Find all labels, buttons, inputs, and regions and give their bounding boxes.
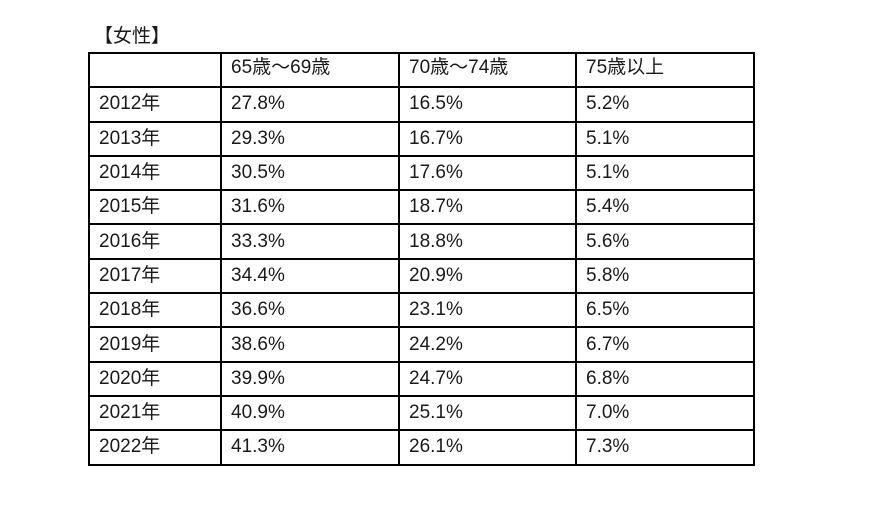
value-cell-75-plus: 6.8% xyxy=(575,360,755,397)
value-cell-75-plus: 5.4% xyxy=(575,189,755,226)
year-cell: 2019年 xyxy=(88,326,222,363)
value-cell-75-plus: 5.2% xyxy=(575,86,755,123)
value-cell-65-69: 30.5% xyxy=(220,154,400,192)
year-cell: 2015年 xyxy=(88,189,222,226)
table-row: 2019年 38.6% 24.2% 6.7% xyxy=(88,326,755,363)
value-cell-65-69: 29.3% xyxy=(220,120,400,157)
table-row: 2012年 27.8% 16.5% 5.2% xyxy=(88,86,755,123)
data-table: 65歳～69歳 70歳～74歳 75歳以上 2012年 27.8% 16.5% 5.2… xyxy=(88,51,755,466)
year-cell: 2020年 xyxy=(88,360,222,397)
year-cell: 2022年 xyxy=(88,429,222,466)
value-cell-75-plus: 6.5% xyxy=(575,292,755,329)
value-cell-70-74: 17.6% xyxy=(398,154,577,192)
table-row: 2020年 39.9% 24.7% 6.8% xyxy=(88,360,755,397)
year-cell: 2014年 xyxy=(88,154,222,192)
value-cell-75-plus: 5.1% xyxy=(575,120,755,157)
year-cell: 2016年 xyxy=(88,223,222,260)
table-row: 2017年 34.4% 20.9% 5.8% xyxy=(88,257,755,295)
table-row: 2016年 33.3% 18.8% 5.6% xyxy=(88,223,755,260)
value-cell-65-69: 34.4% xyxy=(220,257,400,295)
value-cell-75-plus: 5.1% xyxy=(575,154,755,192)
value-cell-70-74: 18.8% xyxy=(398,223,577,260)
value-cell-70-74: 16.5% xyxy=(398,86,577,123)
table-row: 2013年 29.3% 16.7% 5.1% xyxy=(88,120,755,157)
year-cell: 2017年 xyxy=(88,257,222,295)
value-cell-65-69: 27.8% xyxy=(220,86,400,123)
value-cell-70-74: 18.7% xyxy=(398,189,577,226)
value-cell-65-69: 36.6% xyxy=(220,292,400,329)
table-row: 2022年 41.3% 26.1% 7.3% xyxy=(88,429,755,466)
table-row: 2018年 36.6% 23.1% 6.5% xyxy=(88,292,755,329)
value-cell-65-69: 31.6% xyxy=(220,189,400,226)
value-cell-65-69: 39.9% xyxy=(220,360,400,397)
value-cell-65-69: 33.3% xyxy=(220,223,400,260)
header-cell-70-74: 70歳～74歳 xyxy=(398,51,577,89)
value-cell-65-69: 38.6% xyxy=(220,326,400,363)
value-cell-70-74: 26.1% xyxy=(398,429,577,466)
year-cell: 2012年 xyxy=(88,86,222,123)
header-cell-65-69: 65歳～69歳 xyxy=(220,51,400,89)
table-row: 2021年 40.9% 25.1% 7.0% xyxy=(88,394,755,432)
table-row: 2014年 30.5% 17.6% 5.1% xyxy=(88,154,755,192)
value-cell-75-plus: 7.3% xyxy=(575,429,755,466)
value-cell-70-74: 23.1% xyxy=(398,292,577,329)
value-cell-65-69: 41.3% xyxy=(220,429,400,466)
year-cell: 2018年 xyxy=(88,292,222,329)
header-cell-empty xyxy=(88,51,222,89)
value-cell-70-74: 24.7% xyxy=(398,360,577,397)
value-cell-75-plus: 7.0% xyxy=(575,394,755,432)
value-cell-70-74: 20.9% xyxy=(398,257,577,295)
table-header-row: 65歳～69歳 70歳～74歳 75歳以上 xyxy=(88,51,755,89)
value-cell-65-69: 40.9% xyxy=(220,394,400,432)
value-cell-75-plus: 5.8% xyxy=(575,257,755,295)
table-caption: 【女性】 xyxy=(94,26,171,47)
year-cell: 2013年 xyxy=(88,120,222,157)
year-cell: 2021年 xyxy=(88,394,222,432)
value-cell-70-74: 25.1% xyxy=(398,394,577,432)
value-cell-70-74: 16.7% xyxy=(398,120,577,157)
value-cell-75-plus: 6.7% xyxy=(575,326,755,363)
value-cell-70-74: 24.2% xyxy=(398,326,577,363)
value-cell-75-plus: 5.6% xyxy=(575,223,755,260)
table-row: 2015年 31.6% 18.7% 5.4% xyxy=(88,189,755,226)
header-cell-75-plus: 75歳以上 xyxy=(575,51,755,89)
